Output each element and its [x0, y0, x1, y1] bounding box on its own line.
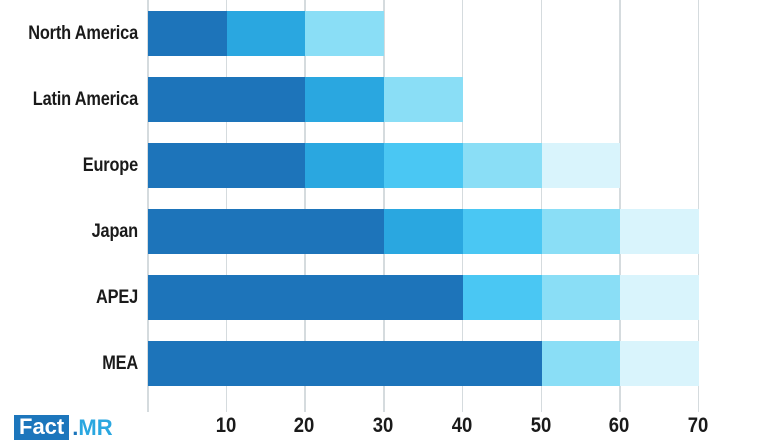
gridline — [225, 0, 228, 412]
bar-segment — [384, 77, 463, 122]
x-tick-label: 40 — [451, 414, 473, 437]
logo-dot: . — [72, 414, 79, 440]
bar-segment — [148, 209, 385, 254]
gridline — [461, 0, 464, 412]
x-tick-label: 10 — [215, 414, 236, 437]
bar-row — [148, 143, 621, 188]
factmr-logo: Fact . MR — [14, 415, 113, 440]
gridline — [540, 0, 543, 412]
category-label: Japan — [91, 220, 139, 242]
bar-row — [148, 341, 699, 386]
bar-segment — [620, 341, 699, 386]
bar-segment — [620, 275, 699, 320]
gridline — [619, 0, 621, 412]
bar-segment — [305, 143, 385, 188]
x-tick-label: 50 — [530, 414, 551, 437]
bar-segment — [541, 341, 621, 386]
bar-row — [148, 275, 699, 320]
gridline — [147, 0, 149, 412]
category-label: APEJ — [95, 286, 138, 308]
category-label: MEA — [102, 352, 138, 374]
bar-segment — [541, 143, 621, 188]
bar-segment — [305, 77, 385, 122]
bar-segment — [541, 209, 621, 254]
bar-segment — [462, 209, 542, 254]
gridline — [304, 0, 306, 412]
x-tick-label: 30 — [372, 414, 394, 437]
gridline — [383, 0, 385, 412]
category-label: North America — [28, 22, 138, 44]
category-label: Latin America — [32, 88, 138, 110]
bar-segment — [384, 143, 463, 188]
bar-row — [148, 209, 699, 254]
logo-box-text: Fact — [14, 415, 70, 440]
bar-segment — [148, 11, 227, 56]
bar-segment — [148, 275, 463, 320]
category-label: Europe — [82, 154, 138, 176]
logo-suffix-text: MR — [78, 414, 113, 440]
bar-segment — [148, 341, 542, 386]
bar-row — [148, 11, 385, 56]
bar-row — [148, 77, 463, 122]
bar-segment — [305, 11, 385, 56]
x-tick-label: 70 — [687, 414, 709, 437]
bar-segment — [226, 11, 306, 56]
bar-segment — [148, 143, 306, 188]
bar-segment — [148, 77, 306, 122]
bar-segment — [620, 209, 699, 254]
bar-segment — [384, 209, 463, 254]
bar-segment — [462, 143, 542, 188]
bar-segment — [462, 275, 542, 320]
x-tick-label: 60 — [608, 414, 630, 437]
bar-segment — [541, 275, 621, 320]
gridline — [697, 0, 700, 412]
x-tick-label: 20 — [294, 414, 315, 437]
